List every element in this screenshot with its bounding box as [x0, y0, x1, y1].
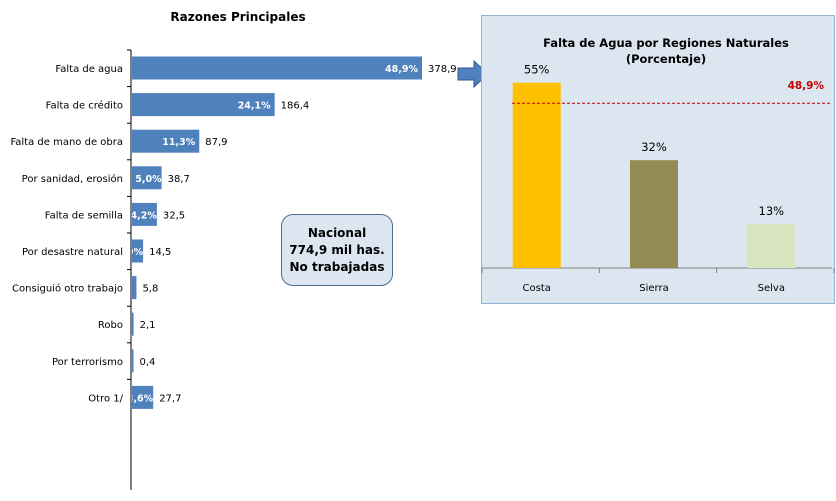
bar-8 — [132, 312, 134, 336]
bar-value-label: 27,7 — [159, 393, 181, 404]
category-label: Falta de agua — [55, 64, 123, 75]
inset-subtitle: (Porcentaje) — [626, 52, 706, 66]
category-label: Por sanidad, erosión — [22, 173, 123, 185]
inset-title: Falta de Agua por Regiones Naturales — [543, 36, 789, 50]
bar-percent-label: 24,1% — [238, 101, 271, 112]
bar-percent-label: 1,9% — [117, 247, 144, 258]
bar-value-label: 87,9 — [205, 137, 227, 148]
bar-value-label: 5,8 — [142, 284, 158, 295]
bar-2 — [132, 93, 275, 117]
callout-line-1: Nacional — [307, 225, 367, 240]
bar-value-label: 14,5 — [149, 247, 171, 258]
reference-line-label: 48,9% — [788, 80, 825, 92]
bar-6 — [132, 239, 144, 263]
bar-value-label: 186,4 — [281, 101, 310, 112]
category-label: Por desastre natural — [22, 247, 123, 258]
category-label: Falta de crédito — [46, 100, 123, 112]
category-label: Otro 1/ — [88, 393, 123, 404]
bar-percent-label: 11,3% — [162, 137, 195, 148]
bar-value-label: 32,5 — [163, 210, 185, 221]
bar-3 — [132, 129, 200, 153]
inset-category-label: Sierra — [639, 283, 668, 294]
main-chart-title: Razones Principales — [170, 10, 305, 24]
category-label: Falta de semilla — [45, 210, 123, 221]
bar-percent-label: 48,9% — [385, 64, 418, 75]
inset-bar-value-label: 13% — [759, 204, 785, 218]
callout-line-2: 774,9 mil has. — [289, 242, 385, 257]
bar-9 — [132, 349, 134, 373]
bar-percent-label: 3,6% — [127, 393, 154, 404]
inset-bar-sierra — [630, 160, 678, 268]
category-label: Falta de mano de obra — [10, 137, 123, 148]
inset-bar-selva — [747, 224, 796, 268]
category-label: Por terrorismo — [52, 357, 123, 368]
inset-bar-value-label: 32% — [641, 140, 667, 154]
category-label: Consiguió otro trabajo — [12, 283, 123, 295]
bar-7 — [132, 276, 137, 300]
bar-10 — [132, 385, 154, 409]
bar-value-label: 2,1 — [140, 320, 156, 331]
bar-percent-label: 5,0% — [135, 174, 162, 185]
bar-value-label: 38,7 — [168, 174, 190, 185]
inset-bar-value-label: 55% — [524, 63, 550, 77]
national-callout: Nacional 774,9 mil has. No trabajadas — [281, 214, 393, 286]
bar-1 — [132, 56, 422, 80]
inset-bar-costa — [512, 82, 561, 268]
bar-5 — [132, 202, 157, 226]
inset-category-label: Selva — [758, 283, 785, 294]
inset-category-label: Costa — [522, 283, 550, 294]
callout-line-3: No trabajadas — [289, 259, 385, 274]
bar-percent-label: 4,2% — [131, 210, 158, 221]
bar-4 — [132, 166, 162, 190]
category-label: Robo — [98, 320, 123, 331]
bar-value-label: 0,4 — [140, 357, 156, 368]
bar-value-label: 378,9 — [428, 64, 457, 75]
